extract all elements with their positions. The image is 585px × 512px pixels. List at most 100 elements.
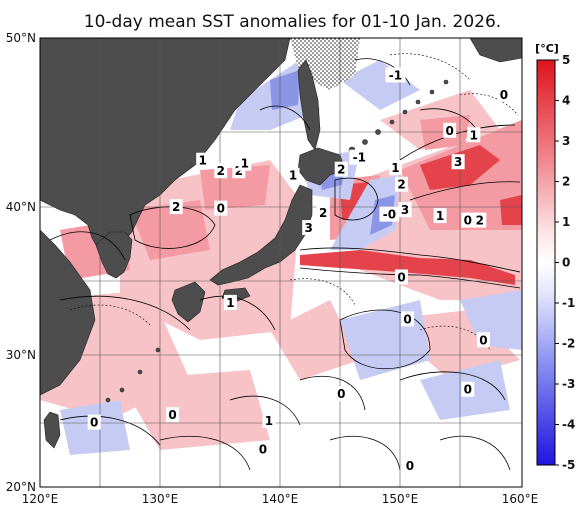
colorbar-tick-label: 3 bbox=[562, 134, 570, 148]
x-tick-label: 130°E bbox=[142, 492, 179, 506]
contour-label: 0 bbox=[403, 312, 411, 326]
contour-label: 1 bbox=[265, 414, 273, 428]
land-korea bbox=[95, 231, 133, 279]
colorbar-tick-label: -2 bbox=[562, 337, 575, 351]
land-china-coast bbox=[40, 229, 96, 396]
contour-label-background bbox=[451, 154, 465, 170]
contour-label: 1 bbox=[289, 169, 297, 183]
contour-label: 2 bbox=[235, 164, 243, 178]
contour-label-background bbox=[433, 208, 447, 224]
contour-label: 1 bbox=[436, 209, 444, 223]
contour-label: 1 bbox=[470, 128, 478, 142]
contour-label-background bbox=[349, 149, 370, 165]
contour-label: 0 bbox=[168, 408, 176, 422]
contour-label: 2 bbox=[476, 214, 484, 228]
contour-label-background bbox=[461, 381, 475, 397]
contour-label-background bbox=[385, 67, 406, 83]
colorbar-tick-label: 0 bbox=[562, 256, 570, 270]
colorbar-gradient bbox=[536, 59, 556, 466]
x-tick-label: 160°E bbox=[502, 492, 539, 506]
contour-label-background bbox=[214, 200, 228, 216]
contour-label: 0 bbox=[259, 443, 267, 457]
contour-label: 0 bbox=[406, 459, 414, 473]
y-axis: 50°N 40°N 30°N 20°N bbox=[6, 31, 36, 494]
contour-label-background bbox=[196, 152, 210, 168]
contour-label: 0 bbox=[464, 383, 472, 397]
contour-label: 2 bbox=[319, 206, 327, 220]
contour-label-background bbox=[476, 332, 490, 348]
contour-label-background bbox=[401, 311, 415, 327]
y-tick-label: 40°N bbox=[6, 200, 36, 214]
contour-label: 2 bbox=[337, 163, 345, 177]
contour-label: 3 bbox=[454, 155, 462, 169]
contour-label: 1 bbox=[241, 157, 249, 171]
contour-label-background bbox=[214, 163, 228, 179]
contour-label: 2 bbox=[217, 164, 225, 178]
land bbox=[40, 38, 522, 449]
land-kamchatka bbox=[469, 38, 522, 63]
contour-label-background bbox=[334, 386, 348, 402]
contour-label-background bbox=[461, 212, 475, 228]
colorbar-unit: [°C] bbox=[535, 42, 559, 55]
contour-label-background bbox=[403, 458, 417, 474]
contour-label: -1 bbox=[353, 151, 366, 165]
contour-label-background bbox=[166, 407, 180, 423]
map-title: 10-day mean SST anomalies for 01-10 Jan.… bbox=[83, 12, 502, 32]
contour-label-background bbox=[302, 220, 316, 236]
x-tick-label: 140°E bbox=[262, 492, 299, 506]
contour-label-background bbox=[388, 160, 402, 176]
contour-label-background bbox=[395, 269, 408, 285]
contour-label-background bbox=[286, 167, 300, 183]
y-tick-label: 20°N bbox=[6, 480, 36, 494]
x-tick-label: 120°E bbox=[22, 492, 59, 506]
colorbar-tick-label: 1 bbox=[562, 215, 570, 229]
y-tick-label: 30°N bbox=[6, 348, 36, 362]
contour-label: 2 bbox=[172, 200, 180, 214]
contour-label: 1 bbox=[391, 161, 399, 175]
land-sakhalin bbox=[297, 59, 321, 151]
land-hokkaido bbox=[297, 147, 346, 186]
contour-label: 0 bbox=[464, 214, 472, 228]
contour-label-background bbox=[395, 176, 408, 192]
colorbar-tick-label: 5 bbox=[562, 53, 570, 67]
cool-anomaly-areas bbox=[60, 60, 522, 455]
x-axis: 120°E 130°E 140°E 150°E 160°E bbox=[22, 492, 539, 506]
grid-lines bbox=[40, 38, 522, 487]
contour-label: 2 bbox=[397, 178, 405, 192]
contour-label-background bbox=[238, 155, 252, 171]
contour-label-background bbox=[334, 161, 348, 177]
colorbar-tick-label: -5 bbox=[562, 458, 575, 472]
contour-label-background bbox=[87, 414, 101, 430]
contour-label-background bbox=[379, 206, 400, 222]
colorbar-tick-label: -1 bbox=[562, 296, 575, 310]
contour-label: 0 bbox=[479, 333, 487, 347]
contour-label-background bbox=[473, 212, 487, 228]
land-ryukyu-islands bbox=[105, 347, 161, 403]
contour-label-background bbox=[467, 127, 481, 143]
contour-label: 0 bbox=[397, 270, 405, 284]
colorbar-tick-label: 4 bbox=[562, 94, 570, 108]
contour-label-background bbox=[256, 441, 270, 457]
contour-label-background bbox=[443, 122, 457, 138]
contour-label-background bbox=[223, 294, 237, 310]
contour-label: 0 bbox=[217, 202, 225, 216]
contour-label: -1 bbox=[389, 68, 402, 82]
y-tick-label: 50°N bbox=[6, 31, 36, 45]
contour-label: -0 bbox=[383, 208, 396, 222]
x-tick-label: 150°E bbox=[382, 492, 419, 506]
colorbar: 5 4 3 2 1 0 -1 -2 -3 -4 -5 bbox=[536, 53, 575, 472]
contour-label-background bbox=[169, 199, 183, 215]
contour-label: 1 bbox=[226, 296, 234, 310]
contour-label-background bbox=[316, 205, 330, 221]
land-kyushu bbox=[171, 281, 206, 323]
colorbar-tick-label: 2 bbox=[562, 175, 570, 189]
contour-label-background bbox=[497, 86, 511, 102]
land-asia-mainland bbox=[40, 38, 291, 261]
contour-label: 3 bbox=[305, 221, 313, 235]
colorbar-ticks: 5 4 3 2 1 0 -1 -2 -3 -4 -5 bbox=[555, 53, 575, 472]
land-taiwan bbox=[43, 411, 61, 449]
colorbar-tick-label: -4 bbox=[562, 418, 575, 432]
